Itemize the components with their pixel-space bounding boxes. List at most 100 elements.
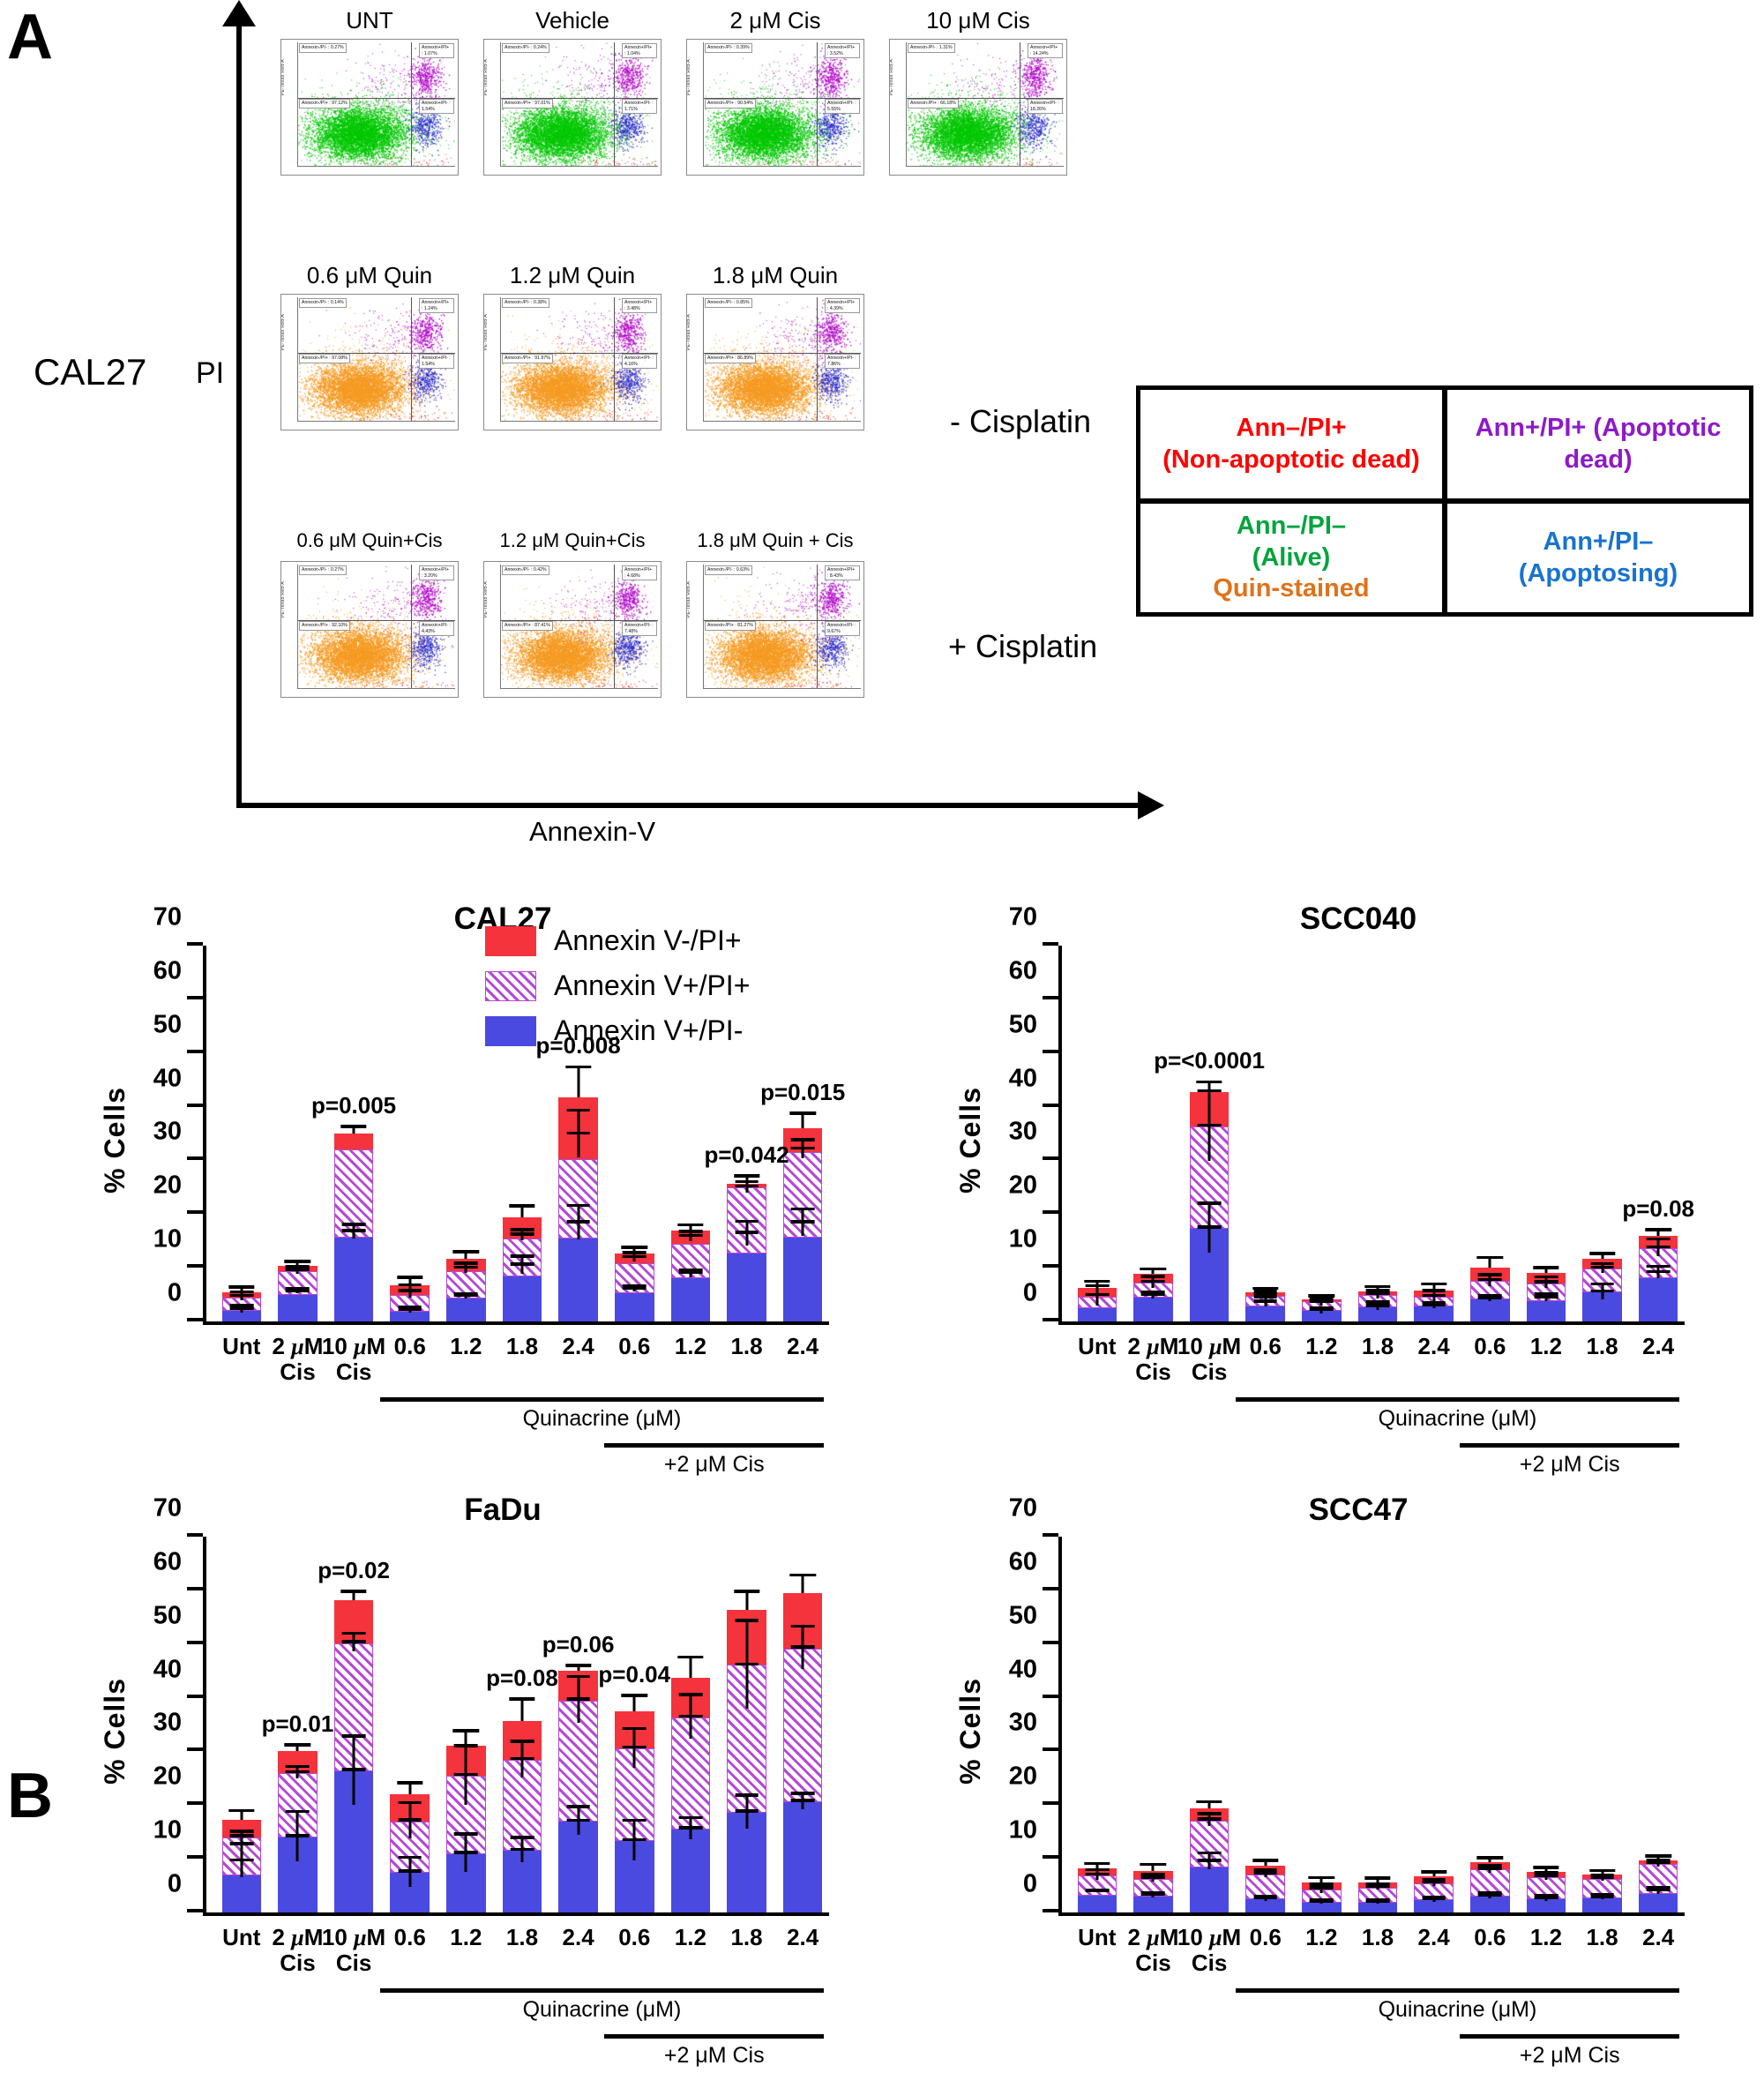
bar-stack[interactable] xyxy=(446,1533,486,1912)
bar-stack[interactable] xyxy=(1357,1533,1398,1912)
error-bar xyxy=(1151,1270,1155,1274)
bar-stack[interactable] xyxy=(390,942,430,1321)
bar-stack[interactable] xyxy=(1414,942,1454,1321)
y-axis-tick xyxy=(187,1210,203,1215)
bar-stack[interactable] xyxy=(782,1533,823,1912)
bar-stack[interactable] xyxy=(1189,1533,1230,1912)
inner-error-bar xyxy=(632,1730,636,1768)
bar-stack[interactable] xyxy=(278,942,318,1321)
bar-stack[interactable] xyxy=(670,942,711,1321)
bar-stack[interactable] xyxy=(558,942,598,1321)
bar-stack[interactable] xyxy=(1526,1533,1566,1912)
quadrant-label-upper-left: Annexin-/PI- : 0.24% xyxy=(502,43,549,53)
bar-stack[interactable] xyxy=(1470,942,1510,1321)
quadrant-legend-cell-nonapoptotic-dead: Ann–/PI+ (Non-apoptotic dead) xyxy=(1140,390,1445,501)
bar-stack[interactable] xyxy=(1077,942,1117,1321)
bar-stack[interactable] xyxy=(333,1533,374,1912)
bar-stack[interactable] xyxy=(615,1533,654,1912)
bar-segment xyxy=(670,1278,711,1321)
inner-error-bar-mean-tick xyxy=(398,1307,422,1311)
quadrant-vertical-gate-line xyxy=(614,42,616,166)
inner-error-bar-cap xyxy=(398,1283,422,1287)
bar-stack[interactable] xyxy=(1302,942,1342,1321)
legend-item-0[interactable]: Annexin V-/PI+ xyxy=(485,924,750,957)
inner-error-bar-cap xyxy=(1477,1273,1502,1276)
quadrant-label-upper-right: Annexin+/PI+ : 3.52% xyxy=(825,43,860,58)
bar-stack[interactable] xyxy=(1302,1533,1342,1912)
bar-stack[interactable] xyxy=(333,942,374,1321)
bar-stack[interactable] xyxy=(278,1533,318,1912)
inner-error-bar xyxy=(1095,1287,1099,1306)
quadrant-vertical-gate-line xyxy=(411,297,413,421)
quinacrine-group-rule xyxy=(1235,1397,1679,1402)
bar-stack[interactable] xyxy=(1245,1533,1285,1912)
inner-error-bar-cap xyxy=(510,1740,534,1743)
bar-stack[interactable] xyxy=(1189,942,1230,1321)
inner-error-bar xyxy=(352,1225,355,1239)
error-bar-cap xyxy=(1252,1286,1279,1291)
legend-item-2[interactable]: Annexin V+/PI- xyxy=(485,1014,750,1047)
inner-error-bar xyxy=(464,1295,467,1298)
bar-stack[interactable] xyxy=(670,1533,711,1912)
bar-stack[interactable] xyxy=(1133,1533,1173,1912)
bar-stack[interactable] xyxy=(1357,942,1398,1321)
inner-error-bar-mean-tick xyxy=(1309,1307,1334,1312)
bar-stack[interactable] xyxy=(221,1533,262,1912)
x-axis-tick-label: 1.8 xyxy=(1361,1333,1394,1359)
bar-stack[interactable] xyxy=(1414,1533,1454,1912)
bar-stack[interactable] xyxy=(502,942,542,1321)
y-axis-tick xyxy=(187,1103,203,1107)
inner-error-bar-cap xyxy=(286,1287,310,1291)
bar-stack[interactable] xyxy=(390,1533,430,1912)
quadrant-label-upper-left: Annexin-/PI- : 0.14% xyxy=(299,298,347,308)
inner-error-bar-mean-tick xyxy=(566,1220,590,1224)
quadrant-label-upper-right: Annexin+/PI+ : 8.43% xyxy=(825,565,860,580)
p-value-annotation: p=0.06 xyxy=(542,1630,615,1658)
error-bar xyxy=(464,1732,467,1746)
bar-stack[interactable] xyxy=(221,942,262,1321)
y-axis-tick-label: 70 xyxy=(1008,902,1037,932)
legend-item-1[interactable]: Annexin V+/PI+ xyxy=(485,969,750,1002)
bar-stack[interactable] xyxy=(1638,1533,1678,1912)
x-axis-tick-label: 2.4 xyxy=(562,1333,594,1359)
bar-stack[interactable] xyxy=(1582,1533,1622,1912)
error-bar xyxy=(1601,1254,1604,1259)
bar-stack[interactable] xyxy=(1582,942,1622,1321)
inner-error-bar xyxy=(1432,1304,1436,1309)
quadrant-label-upper-right: Annexin+/PI+ : 1.24% xyxy=(419,298,454,313)
plot-area: % Cells 0 10 20 30 40 50 60 70 Unt 2 μM Cis 10 μM Cis… xyxy=(99,1494,829,2068)
bar-stack[interactable] xyxy=(502,1533,542,1912)
bar-stack[interactable] xyxy=(1470,1533,1510,1912)
bar-stack[interactable] xyxy=(1077,1533,1117,1912)
bar-stack[interactable] xyxy=(727,942,766,1321)
y-axis-tick xyxy=(187,995,203,999)
inner-error-bar xyxy=(801,1628,804,1669)
bar-stack[interactable] xyxy=(727,1533,766,1912)
inner-error-bar-cap xyxy=(735,1179,759,1183)
bars-layer xyxy=(206,1537,829,1912)
flow-panel-2-2: 1.2 μM Quin PE-Texas Red-A Annexin-/PI- : … xyxy=(483,262,662,430)
error-bar xyxy=(352,1127,355,1134)
bar-stack[interactable] xyxy=(615,942,654,1321)
quadrant-legend-bl-line2: (Alive) xyxy=(1252,543,1331,572)
error-bar-cap xyxy=(1588,1252,1616,1255)
bar-stack[interactable] xyxy=(1133,942,1173,1321)
quadrant-horizontal-gate-line xyxy=(907,98,1064,99)
bar-stack[interactable] xyxy=(1245,942,1285,1321)
inner-error-bar-mean-tick xyxy=(1253,1896,1278,1900)
inner-error-bar-mean-tick xyxy=(1309,1886,1334,1890)
quadrant-legend-tl-line2: (Non-apoptotic dead) xyxy=(1162,445,1420,474)
bar-segment xyxy=(782,1649,823,1802)
inner-error-bar xyxy=(1207,1092,1211,1162)
bar-stack[interactable] xyxy=(446,942,486,1321)
flow-plot-canvas: Annexin-/PI- : 0.42% Annexin+/PI+ : 4.68%… xyxy=(500,565,658,689)
bar-stack[interactable] xyxy=(1526,942,1566,1321)
bar-segment xyxy=(558,1238,598,1321)
error-bar xyxy=(408,1278,412,1285)
bar-stack[interactable] xyxy=(1638,942,1678,1321)
inner-error-bar xyxy=(689,1695,692,1740)
inner-error-bar-cap xyxy=(341,1223,366,1226)
bar-stack[interactable] xyxy=(558,1533,598,1912)
bar-stack[interactable] xyxy=(782,942,823,1321)
quadrant-legend-cell-apoptotic-dead: Ann+/PI+ (Apoptotic dead) xyxy=(1445,390,1749,501)
